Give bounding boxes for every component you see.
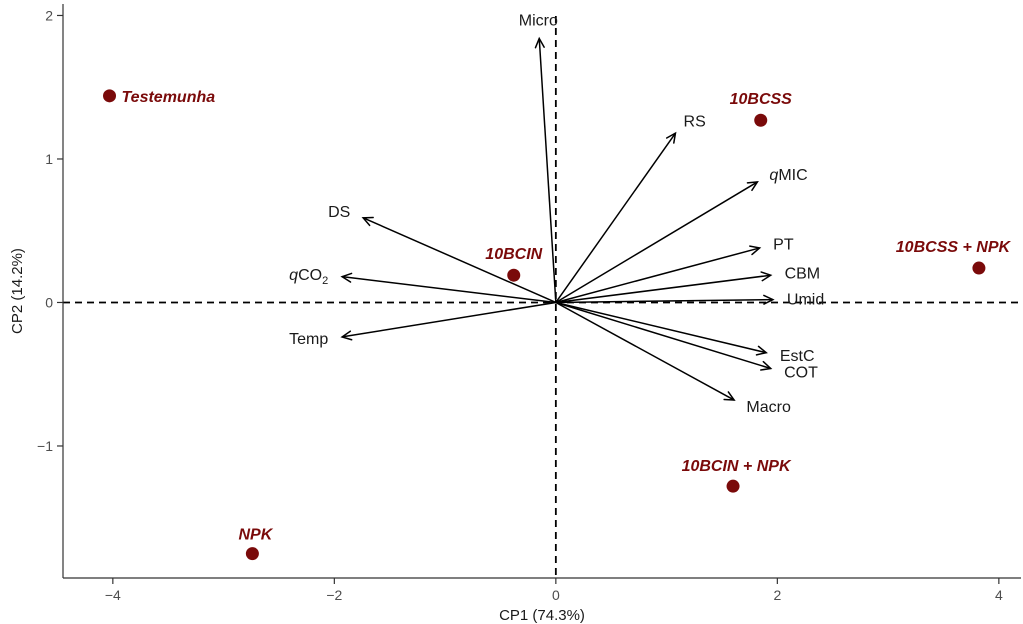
point-marker: [726, 479, 740, 493]
vector-line: [555, 301, 771, 370]
point-label: Testemunha: [122, 89, 216, 106]
y-tick-label: 2: [45, 7, 53, 23]
x-tick-label: 2: [773, 587, 781, 603]
arrow-head: [760, 271, 773, 282]
arrow-head: [340, 272, 353, 283]
vector-label: Temp: [289, 331, 328, 348]
arrow-head: [723, 391, 736, 401]
vector-line: [555, 181, 758, 304]
vector-rs: RS: [555, 114, 706, 303]
vector-macro: Macro: [555, 301, 791, 416]
point-marker: [972, 261, 986, 275]
point-label: NPK: [238, 527, 273, 544]
vector-line: [555, 274, 771, 304]
point-marker: [103, 89, 117, 103]
point-10bcin: 10BCIN: [485, 246, 543, 282]
point-10bcss-npk: 10BCSS + NPK: [896, 239, 1012, 275]
point-10bcin-npk: 10BCIN + NPK: [682, 458, 792, 493]
vector-label: Macro: [746, 399, 791, 416]
vector-label: CBM: [785, 265, 821, 282]
vector-label: Umid: [787, 291, 824, 308]
arrow-head: [534, 36, 545, 49]
point-marker: [754, 113, 768, 127]
vector-line: [341, 301, 556, 338]
vector-label: EstC: [780, 348, 815, 365]
vector-label: RS: [684, 114, 706, 131]
point-10bcss: 10BCSS: [730, 91, 793, 127]
x-axis-ticks: −4 −2 0 2 4: [105, 578, 1003, 603]
axes: −4 −2 0 2 4 −1 0 1 2 CP1 (74.3%) CP2 (14.2%): [9, 4, 1021, 624]
vector-label: qCO2: [289, 267, 328, 287]
vector-line: [555, 247, 760, 304]
arrow-head: [763, 294, 775, 305]
x-tick-label: −2: [326, 587, 342, 603]
arrow-head: [749, 245, 762, 256]
arrow-head: [665, 131, 677, 144]
vector-umid: Umid: [555, 291, 824, 308]
vector-micro: Micro: [519, 12, 558, 303]
point-label: 10BCIN + NPK: [682, 458, 792, 475]
point-testemunha: Testemunha: [103, 89, 215, 106]
vector-cbm: CBM: [555, 265, 821, 304]
point-marker: [507, 268, 521, 282]
arrow-head: [760, 360, 773, 371]
point-label: 10BCSS: [730, 91, 793, 108]
x-axis-title: CP1 (74.3%): [499, 607, 585, 624]
x-tick-label: 4: [995, 587, 1003, 603]
vector-line: [342, 275, 556, 304]
y-tick-label: −1: [37, 438, 53, 454]
x-tick-label: −4: [105, 587, 121, 603]
point-npk: NPK: [238, 527, 274, 561]
arrow-head: [340, 330, 353, 341]
y-axis-ticks: −1 0 1 2: [37, 7, 63, 454]
arrow-head: [755, 345, 768, 356]
vector-estc: EstC: [555, 301, 815, 365]
vector-line: [555, 298, 773, 304]
vector-cot: COT: [555, 301, 818, 382]
vector-line: [555, 301, 767, 354]
point-label: 10BCIN: [485, 246, 542, 263]
point-label: 10BCSS + NPK: [896, 239, 1012, 256]
y-tick-label: 1: [45, 151, 53, 167]
arrow-head: [361, 216, 374, 227]
y-axis-title: CP2 (14.2%): [9, 248, 26, 334]
vector-pt: PT: [555, 236, 794, 304]
vector-line: [555, 301, 735, 401]
vector-qmic: qMIC: [555, 167, 808, 304]
score-points: Testemunha 10BCSS 10BCIN 10BCSS + NPK 10BCIN…: [103, 89, 1012, 561]
point-marker: [245, 547, 259, 561]
vector-label: Micro: [519, 12, 558, 29]
vector-line: [555, 132, 677, 303]
vector-qco2: qCO2: [289, 267, 556, 304]
vector-ds: DS: [328, 204, 557, 304]
vector-line: [362, 217, 557, 304]
vector-label: qMIC: [769, 167, 807, 184]
vector-temp: Temp: [289, 301, 556, 348]
arrow-head: [746, 181, 759, 192]
vector-label: COT: [784, 365, 818, 382]
x-tick-label: 0: [552, 587, 560, 603]
vector-line: [538, 38, 557, 303]
vector-label: DS: [328, 204, 350, 221]
vector-label: PT: [773, 236, 794, 253]
y-tick-label: 0: [45, 294, 53, 310]
